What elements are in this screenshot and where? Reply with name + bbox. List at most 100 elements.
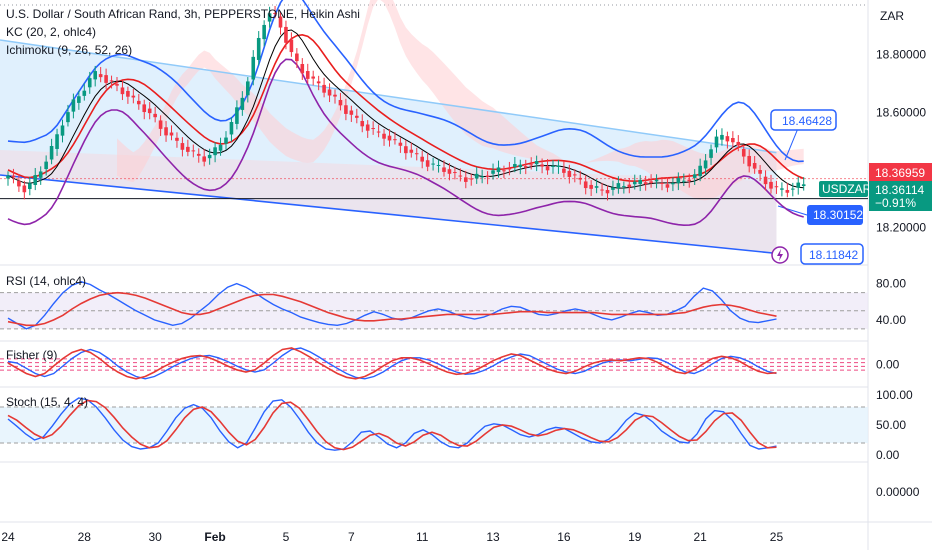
candle-body[interactable] <box>371 128 375 130</box>
candle-body[interactable] <box>213 147 217 156</box>
candle-body[interactable] <box>71 99 76 112</box>
candle-body[interactable] <box>387 135 392 141</box>
candle-body[interactable] <box>747 155 751 167</box>
candle-body[interactable] <box>763 176 768 185</box>
candle-body[interactable] <box>600 189 604 191</box>
candle-body[interactable] <box>55 134 59 149</box>
candle-body[interactable] <box>627 184 632 188</box>
candle-body[interactable] <box>485 175 490 177</box>
candle-body[interactable] <box>115 83 119 86</box>
candle-body[interactable] <box>218 144 223 151</box>
candle-body[interactable] <box>573 174 577 176</box>
candle-body[interactable] <box>692 174 697 178</box>
candle-body[interactable] <box>534 161 539 165</box>
candle-body[interactable] <box>420 156 424 162</box>
candle-body[interactable] <box>791 188 795 190</box>
tag-symbol[interactable]: USDZAR <box>819 181 872 197</box>
candle-body[interactable] <box>594 186 599 188</box>
fisher-legend[interactable]: Fisher (9) <box>6 348 57 362</box>
candle-body[interactable] <box>409 149 414 153</box>
candle-body[interactable] <box>665 184 670 188</box>
candle-body[interactable] <box>398 142 403 146</box>
candle-body[interactable] <box>682 180 686 182</box>
candle-body[interactable] <box>540 164 544 167</box>
candle-body[interactable] <box>180 143 185 150</box>
candle-body[interactable] <box>709 149 713 158</box>
candle-body[interactable] <box>376 131 381 133</box>
candle-body[interactable] <box>562 168 566 173</box>
candle-body[interactable] <box>780 188 784 190</box>
candle-body[interactable] <box>284 26 288 43</box>
candle-body[interactable] <box>801 184 806 187</box>
candle-body[interactable] <box>447 169 452 174</box>
candle-body[interactable] <box>513 164 517 167</box>
kc-upper-band[interactable] <box>7 0 804 163</box>
candle-body[interactable] <box>311 76 315 79</box>
candle-body[interactable] <box>360 121 365 127</box>
candle-body[interactable] <box>393 139 397 141</box>
candle-body[interactable] <box>736 141 741 146</box>
candle-body[interactable] <box>246 81 250 96</box>
candle-body[interactable] <box>191 150 196 152</box>
candle-body[interactable] <box>267 13 272 22</box>
candle-body[interactable] <box>616 183 621 189</box>
candle-body[interactable] <box>66 112 70 123</box>
candle-body[interactable] <box>436 164 441 166</box>
candle-body[interactable] <box>769 181 773 189</box>
rsi-line[interactable] <box>7 281 777 330</box>
time-axis[interactable]: 24 28 30 Feb 5 7 11 13 16 19 21 25 <box>1 530 783 544</box>
candle-body[interactable] <box>49 145 54 160</box>
candle-body[interactable] <box>137 100 141 105</box>
candle-body[interactable] <box>120 87 125 95</box>
stoch-legend[interactable]: Stoch (15, 4, 4) <box>6 395 88 409</box>
candle-body[interactable] <box>240 97 245 110</box>
upper-trend-line[interactable] <box>0 39 777 154</box>
candle-body[interactable] <box>305 71 310 79</box>
candle-body[interactable] <box>207 154 212 159</box>
candle-body[interactable] <box>235 107 239 124</box>
candle-body[interactable] <box>714 136 719 148</box>
candle-body[interactable] <box>33 175 38 185</box>
candle-body[interactable] <box>774 186 779 188</box>
rsi-legend[interactable]: RSI (14, ohlc4) <box>6 274 86 288</box>
candle-body[interactable] <box>758 170 762 174</box>
candle-body[interactable] <box>464 177 468 182</box>
candle-body[interactable] <box>725 136 730 142</box>
candle-body[interactable] <box>327 89 332 96</box>
candle-body[interactable] <box>731 138 735 143</box>
candle-body[interactable] <box>425 160 430 167</box>
candle-body[interactable] <box>474 173 479 179</box>
candle-body[interactable] <box>496 167 501 173</box>
candle-body[interactable] <box>126 90 130 97</box>
candle-body[interactable] <box>605 190 610 194</box>
candle-body[interactable] <box>300 64 305 74</box>
candle-body[interactable] <box>11 175 16 178</box>
kc-lower-band[interactable] <box>7 58 804 227</box>
ichimoku-base-line[interactable] <box>7 33 805 183</box>
kc-legend[interactable]: KC (20, 2, ohlc4) <box>6 25 96 39</box>
candle-body[interactable] <box>202 156 206 162</box>
candle-body[interactable] <box>458 175 463 177</box>
candle-body[interactable] <box>262 24 266 40</box>
candle-body[interactable] <box>316 81 321 84</box>
candle-body[interactable] <box>338 99 343 106</box>
candle-body[interactable] <box>551 165 555 167</box>
candle-body[interactable] <box>589 184 593 189</box>
candle-body[interactable] <box>28 183 32 190</box>
candle-body[interactable] <box>785 190 790 193</box>
candle-body[interactable] <box>153 113 157 118</box>
kc-basis-line[interactable] <box>7 29 804 189</box>
candle-body[interactable] <box>104 75 108 83</box>
tag-lower-line[interactable]: 18.30152 <box>807 205 863 225</box>
candle-body[interactable] <box>660 182 664 184</box>
candle-body[interactable] <box>256 37 261 60</box>
tag-channel-low[interactable]: 18.11842 <box>800 243 864 265</box>
candle-body[interactable] <box>196 153 201 156</box>
candle-body[interactable] <box>752 163 757 169</box>
candle-body[interactable] <box>687 179 692 182</box>
candle-body[interactable] <box>578 177 583 180</box>
tag-last-price[interactable]: 18.36114 −0.91% <box>869 181 932 211</box>
alert-icon[interactable] <box>771 246 789 264</box>
stoch-pane[interactable]: 100.00 50.00 0.00 <box>0 388 913 462</box>
